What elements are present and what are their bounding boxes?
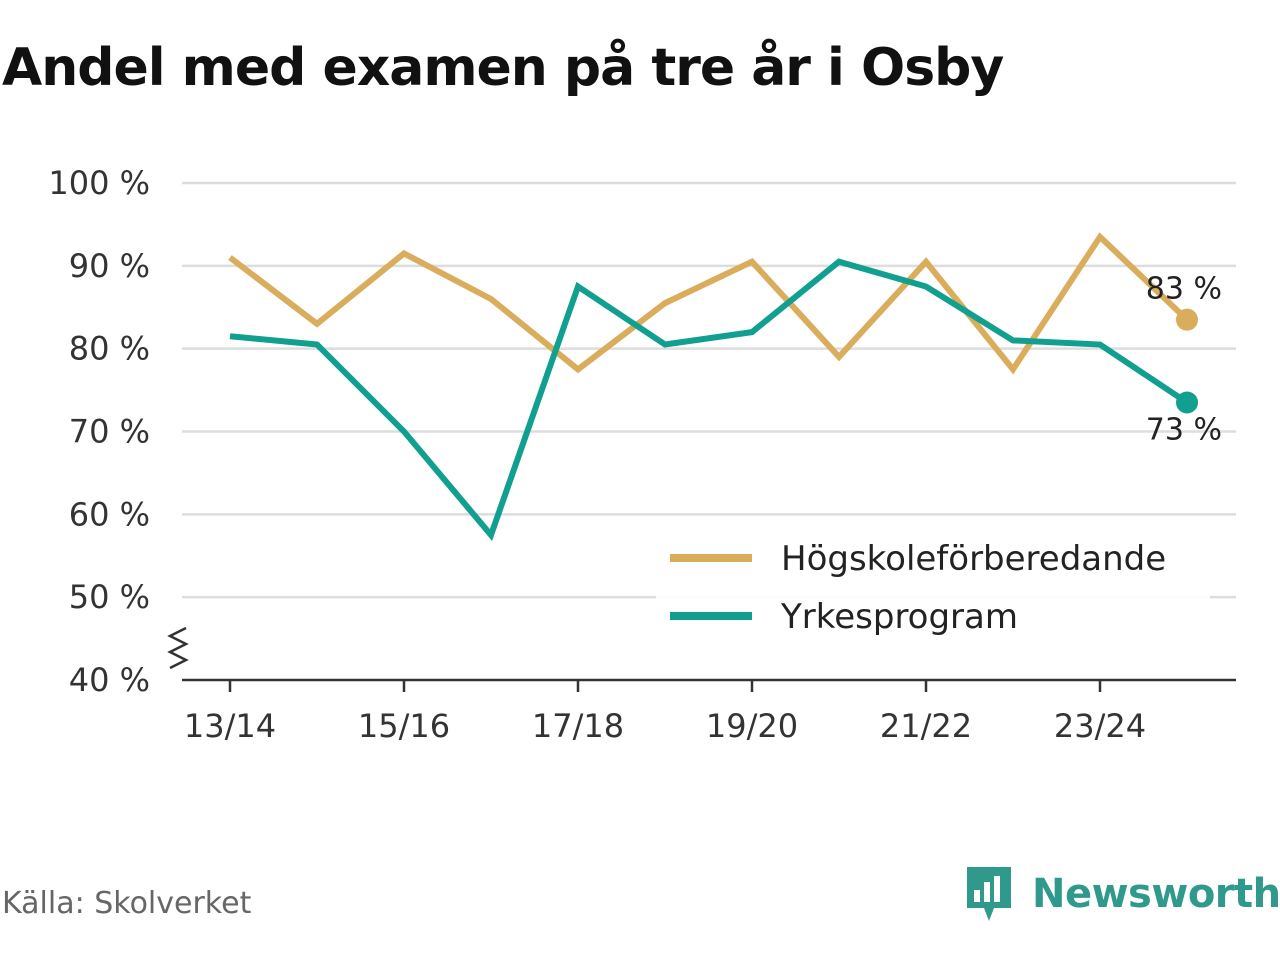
y-tick-label: 70 % <box>69 413 150 451</box>
x-tick-label: 15/16 <box>358 707 450 745</box>
x-tick-label: 21/22 <box>880 707 972 745</box>
y-tick-label: 100 % <box>48 164 150 202</box>
axis-break-icon <box>167 626 189 670</box>
source-note: Källa: Skolverket <box>2 886 252 921</box>
x-tick-label: 23/24 <box>1054 707 1146 745</box>
chart-title: Andel med examen på tre år i Osby <box>2 38 1004 98</box>
x-axis: 13/14 15/16 17/18 19/20 21/22 23/24 <box>182 678 1236 745</box>
series-line <box>228 232 1190 375</box>
y-tick-label: 80 % <box>69 330 150 368</box>
brand-name: Newsworthy <box>1032 871 1280 917</box>
legend-label: Högskoleförberedande <box>781 539 1166 579</box>
y-tick-label: 40 % <box>69 661 150 699</box>
x-tick-label: 13/14 <box>184 707 276 745</box>
newsworthy-logo-icon <box>967 867 1011 921</box>
y-axis-ticks: 40 % 50 % 60 % 70 % 80 % 90 % 100 % <box>48 164 189 699</box>
series-end-markers: 83 % 73 % <box>1146 272 1222 448</box>
x-tick-label: 17/18 <box>532 707 624 745</box>
y-tick-label: 60 % <box>69 495 150 533</box>
series-line <box>229 258 1189 542</box>
series-end-label: 73 % <box>1146 413 1222 448</box>
series-end-marker <box>1176 308 1198 331</box>
y-tick-label: 50 % <box>69 578 150 616</box>
legend-background <box>656 528 1210 648</box>
brand-logo: Newsworthy <box>964 862 1280 926</box>
series-end-marker <box>1176 391 1198 414</box>
gridlines <box>182 181 1236 599</box>
x-tick-label: 19/20 <box>706 707 798 745</box>
legend-label: Yrkesprogram <box>780 597 1018 637</box>
y-tick-label: 90 % <box>69 247 150 285</box>
series-lines <box>228 232 1190 542</box>
series-end-label: 83 % <box>1146 272 1222 307</box>
legend: Högskoleförberedande Yrkesprogram <box>656 528 1210 648</box>
